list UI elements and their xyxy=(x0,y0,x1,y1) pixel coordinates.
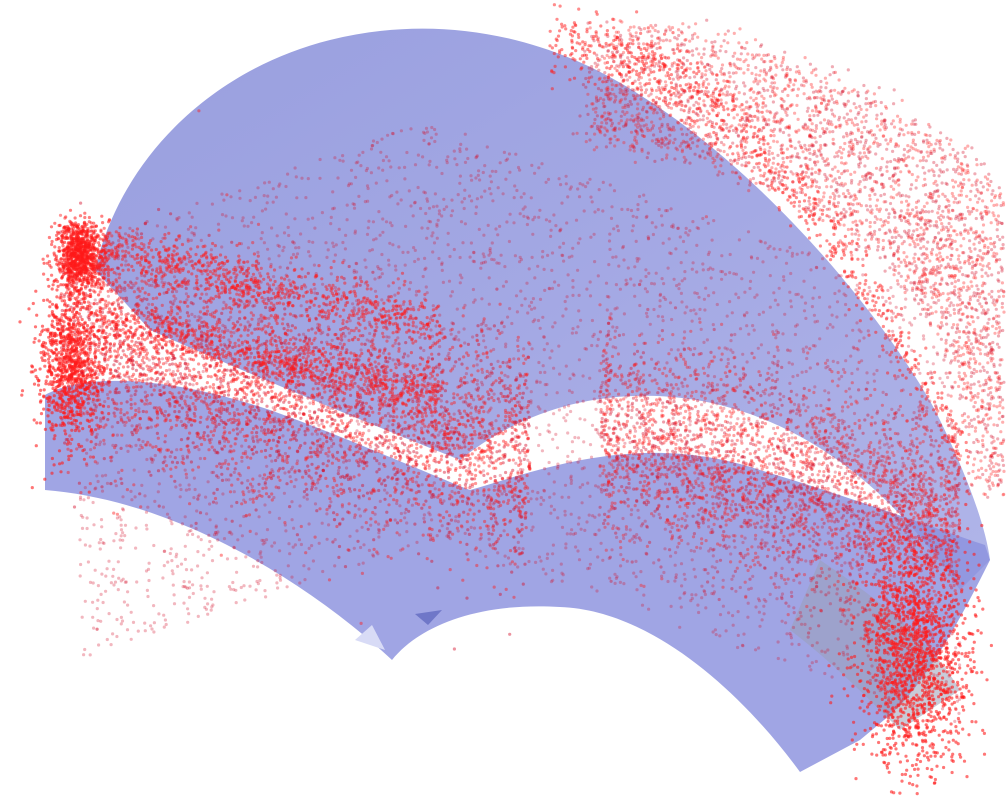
point-cloud-layer xyxy=(18,3,1006,796)
surface-shade-right xyxy=(790,560,960,730)
surface-fold-highlight xyxy=(355,625,385,650)
surface-lower-band xyxy=(45,380,990,772)
surface-upper-band xyxy=(95,28,990,590)
surface-fold-notch xyxy=(415,610,442,625)
